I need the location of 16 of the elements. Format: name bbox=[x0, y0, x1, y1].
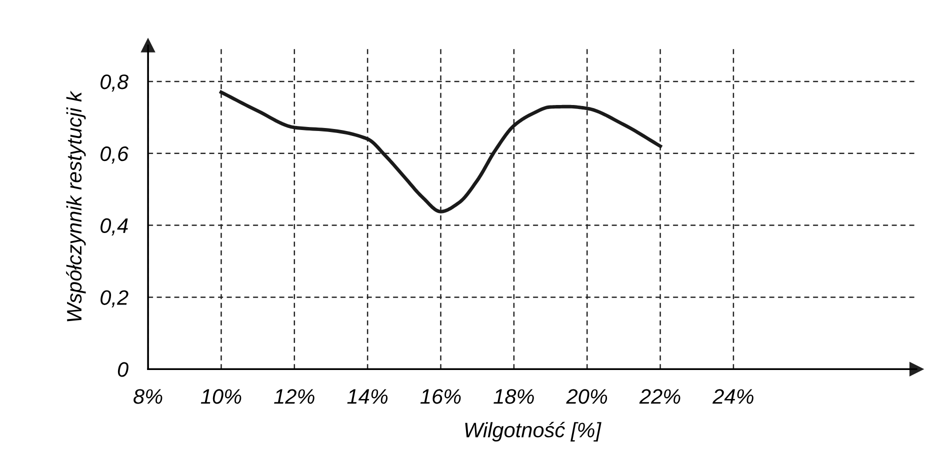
y-tick-label: 0,8 bbox=[100, 74, 128, 92]
x-tick-label: 20% bbox=[566, 389, 608, 404]
x-tick-label: 22% bbox=[639, 389, 680, 404]
y-tick-label: 0,6 bbox=[100, 146, 129, 164]
x-tick-label: 8% bbox=[134, 389, 162, 404]
x-tick-label: 18% bbox=[494, 389, 534, 404]
y-tick-label: 0 bbox=[118, 362, 128, 377]
y-tick-label: 0,4 bbox=[100, 218, 128, 236]
x-tick-label: 24% bbox=[712, 389, 754, 404]
x-tick-label: 14% bbox=[347, 389, 388, 404]
x-axis-title: Wilgotność [%] bbox=[465, 422, 602, 442]
x-tick-label: 12% bbox=[274, 389, 314, 404]
y-axis-title: Współczynnik restytucji k bbox=[66, 90, 86, 322]
y-tick-label: 0,2 bbox=[100, 290, 128, 308]
x-tick-label: 10% bbox=[200, 389, 242, 404]
x-tick-label: 16% bbox=[420, 389, 461, 404]
